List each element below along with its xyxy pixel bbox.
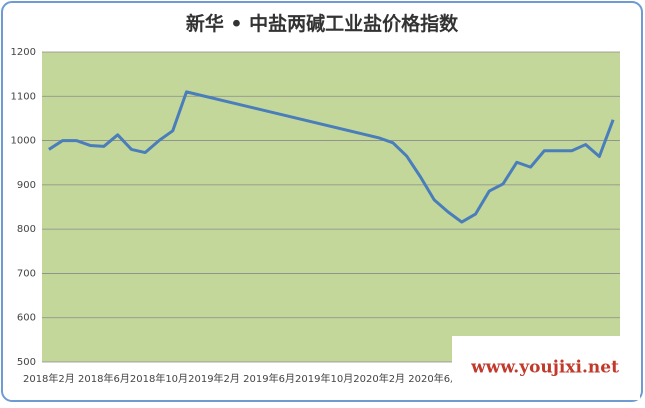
y-tick-label: 800 xyxy=(17,224,36,235)
x-tick-label: 2019年2月 xyxy=(188,372,240,385)
watermark-box xyxy=(452,336,640,400)
x-tick-label: 2018年6月 xyxy=(78,372,130,385)
x-tick-label: 2020年2月 xyxy=(353,372,405,385)
y-tick-label: 1000 xyxy=(11,136,36,147)
y-tick-label: 1200 xyxy=(11,47,36,58)
chart-title: 新华 • 中盐两碱工业盐价格指数 xyxy=(186,12,459,35)
plot-background xyxy=(42,52,620,362)
x-tick-label: 2018年2月 xyxy=(23,372,75,385)
x-tick-label: 2019年10月 xyxy=(295,372,353,385)
series-line xyxy=(48,90,615,224)
y-tick-label: 900 xyxy=(17,180,36,191)
x-tick-label: 2020年6月 xyxy=(408,372,460,385)
y-tick-label: 500 xyxy=(17,357,36,368)
watermark: www.youjixi.net xyxy=(470,358,619,378)
y-tick-label: 700 xyxy=(17,268,36,279)
x-tick-label: 2019年6月 xyxy=(243,372,295,385)
y-tick-label: 600 xyxy=(17,313,36,324)
y-tick-label: 1100 xyxy=(11,91,36,102)
x-tick-label: 2018年10月 xyxy=(130,372,188,385)
